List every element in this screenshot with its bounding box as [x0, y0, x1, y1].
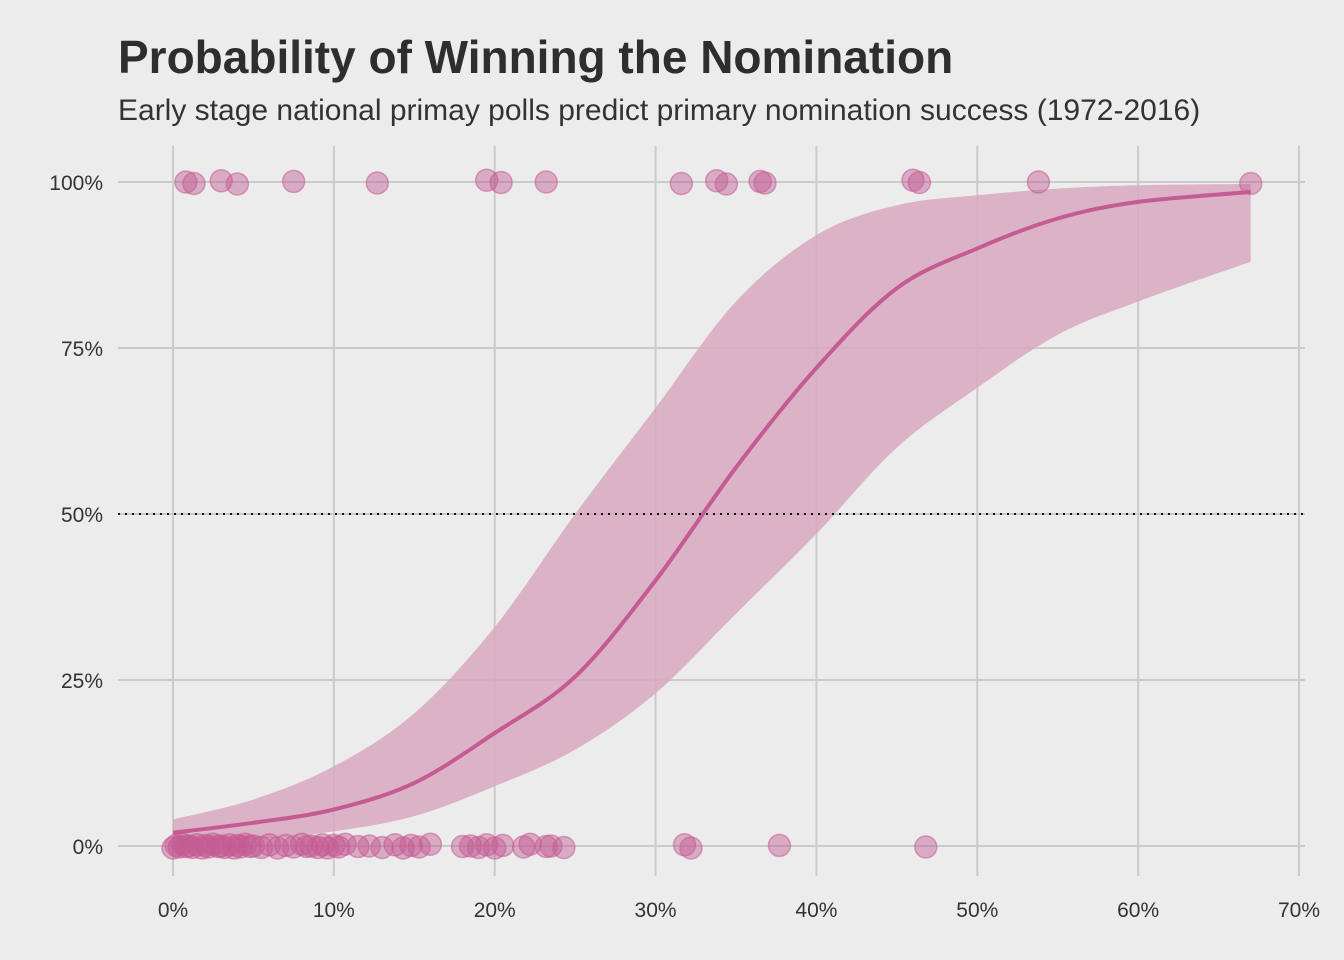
- fit-line-layer: [172, 190, 1251, 835]
- winner-point: [534, 170, 558, 194]
- points-layer: [161, 168, 1263, 860]
- x-tick-label: 0%: [158, 899, 188, 922]
- non-winner-point: [679, 836, 703, 860]
- x-tick-label: 10%: [313, 899, 355, 922]
- winner-point: [225, 172, 250, 196]
- x-tick-label: 30%: [635, 899, 677, 922]
- non-winner-point: [491, 833, 515, 858]
- winner-point: [281, 169, 306, 194]
- chart-subtitle: Early stage national primay polls predic…: [118, 94, 1201, 127]
- non-winner-point: [539, 834, 563, 858]
- winner-point: [669, 171, 694, 196]
- winner-point: [174, 170, 198, 194]
- non-winner-point: [418, 832, 443, 856]
- y-tick-label: 50%: [61, 504, 103, 527]
- y-tick-label: 100%: [49, 172, 103, 195]
- winner-point: [704, 169, 729, 193]
- confidence-band-layer: [173, 184, 1251, 843]
- y-tick-label: 25%: [61, 670, 103, 693]
- non-winner-point: [357, 834, 381, 858]
- winner-point: [489, 170, 513, 195]
- chart-title: Probability of Winning the Nomination: [118, 31, 954, 83]
- winner-point: [365, 171, 390, 195]
- non-winner-point: [552, 835, 576, 860]
- winner-point: [714, 172, 739, 196]
- fit-line: [172, 190, 1251, 835]
- y-tick-label: 75%: [61, 338, 103, 361]
- winner-point: [753, 171, 777, 195]
- x-tick-label: 70%: [1278, 899, 1320, 922]
- winner-point: [474, 168, 499, 192]
- winner-point: [907, 170, 932, 195]
- confidence-band: [173, 184, 1251, 843]
- tick-label-layer: 0% 25% 50% 75% 100% 0% 10% 20% 30% 40% 50% 60% 70%: [49, 172, 1320, 922]
- x-tick-label: 20%: [474, 899, 516, 922]
- x-tick-label: 50%: [956, 899, 998, 922]
- winner-point: [1238, 171, 1263, 196]
- non-winner-point: [672, 833, 697, 857]
- non-winner-point: [399, 833, 423, 858]
- non-winner-point: [767, 833, 792, 858]
- x-tick-label: 40%: [795, 899, 837, 922]
- winner-point: [182, 171, 206, 196]
- winner-point: [1026, 170, 1051, 194]
- non-winner-point: [914, 835, 938, 859]
- y-tick-label: 0%: [73, 836, 103, 859]
- x-tick-label: 60%: [1117, 899, 1159, 922]
